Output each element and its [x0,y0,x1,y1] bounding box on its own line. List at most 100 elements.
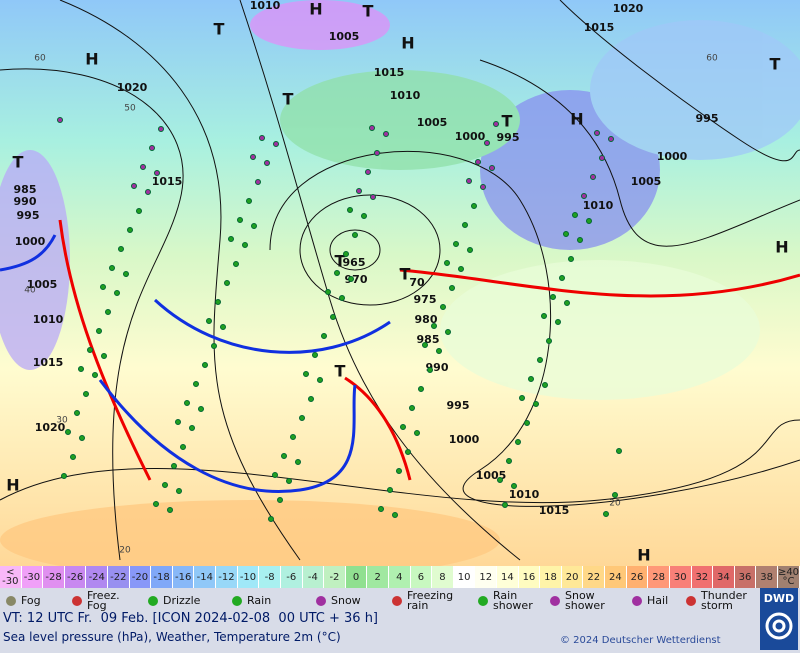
weather-symbol [295,459,301,465]
legend-item: Freezing rain [392,589,453,612]
temperature-scale: < -30 -30 -28 -26 -24 -22 -20 -18 -16 -14 -12 -10 -8-… [0,566,800,588]
weather-symbol [603,511,609,517]
isobar-label: 1000 [449,433,480,446]
weather-symbol [224,280,230,286]
legend-label: Fog [21,593,41,607]
legend-label: Rain [247,593,272,607]
scale-cell: 12 [475,566,498,588]
scale-cell: -6 [280,566,303,588]
legend-item: Snow shower [550,589,611,612]
weather-symbol [273,141,279,147]
scale-label: -16 [175,571,192,583]
legend-icon [232,595,242,606]
weather-symbol [515,439,521,445]
scale-cell: -20 [129,566,152,588]
weather-symbol [370,194,376,200]
scale-cell: 36 [734,566,757,588]
pressure-center: H [6,476,19,495]
legend-label: Freezing rain [407,588,454,612]
weather-symbol [290,434,296,440]
legend-icon [72,595,82,606]
weather-symbol [308,396,314,402]
scale-label: 8 [439,571,446,583]
scale-label: 38 [760,571,773,583]
temperature-field [0,0,800,566]
weather-symbol [109,265,115,271]
weather-symbol [409,405,415,411]
scale-cell: 28 [648,566,670,588]
legend-label: Hail [647,593,669,607]
isobar-label: 1000 [455,130,486,143]
pressure-center: T [214,20,225,39]
weather-symbol [431,323,437,329]
scale-cell: 10 [453,566,476,588]
isobar-label: 1000 [657,150,688,163]
weather-symbol [92,372,98,378]
logo-icon [765,612,793,640]
weather-symbol [78,366,84,372]
weather-symbol [383,131,389,137]
weather-symbol [264,160,270,166]
isobar-label: 1015 [539,504,570,517]
weather-symbol [524,420,530,426]
weather-symbol [158,126,164,132]
scale-label: -8 [264,571,275,583]
weather-symbol [555,319,561,325]
description: Sea level pressure (hPa), Weather, Tempe… [3,630,341,644]
weather-symbol [480,184,486,190]
legend-item: Freez. Fog [72,589,133,612]
legend-icon [6,595,16,606]
legend-item: Rain [232,589,271,612]
scale-label: 20 [565,571,579,583]
weather-symbol [259,135,265,141]
scale-label: 10 [457,571,471,583]
weather-symbol [118,246,124,252]
weather-symbol [171,463,177,469]
temperature-label: 20 [609,499,621,509]
scale-cell: -4 [302,566,325,588]
weather-symbol [422,342,428,348]
weather-symbol [369,125,375,131]
weather-symbol [352,232,358,238]
legend-item: Hail [632,589,668,612]
weather-symbol [83,391,89,397]
pressure-center: T [335,362,346,381]
scale-cell: 2 [367,566,389,588]
scale-label: 22 [587,571,601,583]
weather-symbol [348,276,354,282]
weather-symbol [418,386,424,392]
pressure-center: H [309,0,322,19]
scale-label: -18 [153,571,170,583]
scale-label: 4 [396,571,403,583]
weather-symbol [251,223,257,229]
scale-cell: -18 [151,566,173,588]
scale-label: 12 [479,571,493,583]
scale-cell: 30 [669,566,692,588]
weather-symbol [572,212,578,218]
legend-icon [632,595,642,606]
weather-symbol [57,117,63,123]
scale-cell: 34 [713,566,735,588]
weather-symbol [100,284,106,290]
weather-symbol [105,309,111,315]
warm-front [399,268,800,298]
scale-cell: 26 [626,566,649,588]
scale-symbol: < [6,567,15,578]
weather-symbol [277,497,283,503]
scale-label: -30 [23,571,41,583]
weather-symbol [145,189,151,195]
pressure-center: T [283,90,294,109]
weather-symbol [405,449,411,455]
isobar-label: 995 [696,112,719,125]
weather-symbol [206,318,212,324]
weather-symbol [502,502,508,508]
scale-label: -12 [218,571,235,583]
scale-cell: 6 [410,566,433,588]
weather-symbol [559,275,565,281]
legend-label: Rain shower [493,588,533,612]
legend-icon [392,595,402,606]
isobar-label: 985 [417,333,440,346]
scale-label: 30 [673,571,687,583]
isobar-label: 995 [447,399,470,412]
weather-symbol [255,179,261,185]
